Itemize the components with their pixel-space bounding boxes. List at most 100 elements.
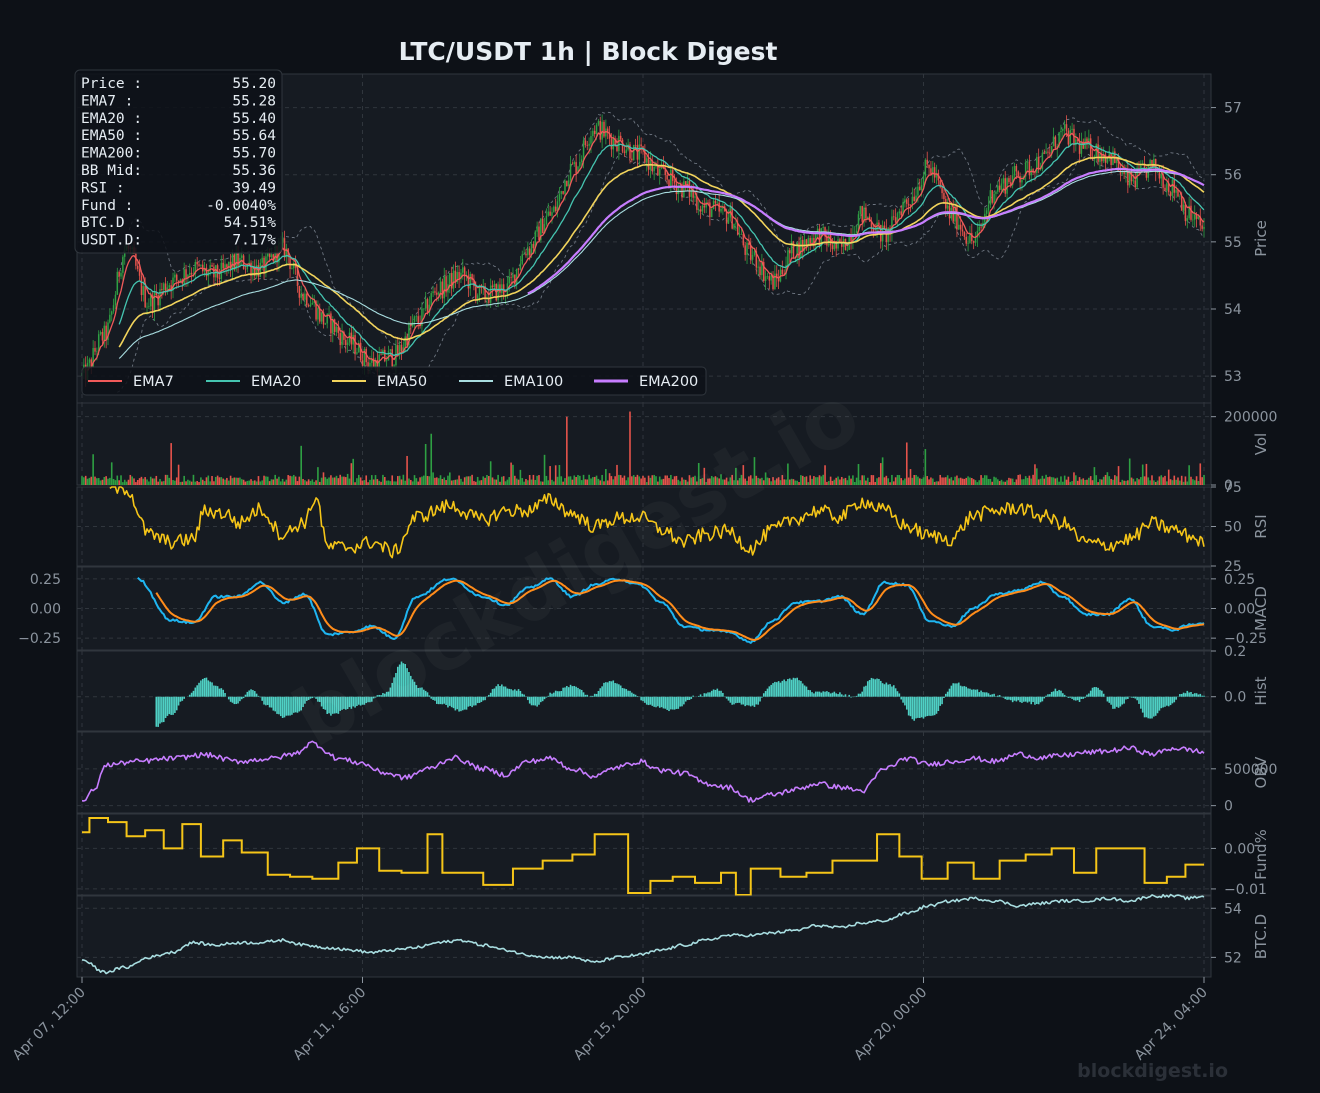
volume-bar [876, 478, 878, 485]
volume-bar [811, 478, 813, 485]
volume-bar [814, 477, 817, 485]
volume-bar [480, 480, 483, 485]
volume-bar [894, 477, 897, 485]
y-axis-label: Hist [1252, 676, 1270, 705]
candle-body [337, 326, 340, 334]
candle-body [653, 166, 655, 171]
volume-bar [1169, 479, 1172, 485]
volume-bar [794, 480, 797, 485]
histogram-bar [447, 696, 449, 708]
volume-bar [982, 477, 984, 485]
ema-7-line [87, 130, 1205, 371]
info-value: 54.51% [224, 215, 277, 231]
histogram-bar [274, 696, 276, 712]
x-tick-label: Apr 20, 00:00 [851, 985, 930, 1064]
volume-bar [1130, 477, 1133, 485]
info-value: 55.28 [232, 93, 276, 109]
volume-bar [1063, 475, 1066, 485]
candle-body [974, 237, 977, 243]
histogram-bar [1121, 696, 1124, 705]
volume-bar [86, 478, 89, 485]
bollinger-upper [116, 111, 1205, 346]
volume-bar [367, 482, 369, 485]
volume-bar [705, 482, 707, 485]
volume-bar [1195, 476, 1198, 485]
volume-bar [317, 467, 319, 485]
histogram-bar [250, 689, 252, 697]
histogram-bar [857, 693, 860, 697]
histogram-bar [229, 696, 232, 702]
volume-bar [300, 445, 302, 485]
volume-bar [1201, 477, 1203, 485]
candle-body [345, 339, 347, 346]
volume-bar [768, 478, 771, 485]
volume-bar [757, 477, 759, 485]
volume-bar [1180, 475, 1183, 485]
volume-bar [112, 478, 115, 485]
candle-body [463, 267, 466, 277]
x-tick-label: Apr 15, 20:00 [571, 985, 650, 1064]
candle-body [1050, 145, 1053, 154]
volume-bar [1149, 480, 1151, 485]
candle-body [989, 190, 992, 205]
histogram-bar [553, 692, 555, 697]
histogram-bar [679, 696, 681, 707]
candle-body [361, 360, 364, 366]
histogram-bar [586, 694, 589, 697]
candle-body [478, 284, 481, 296]
candle-body [1052, 136, 1055, 146]
histogram-bar [1024, 696, 1027, 702]
volume-bar [898, 475, 901, 485]
histogram-bar [1117, 696, 1120, 708]
candle-body [772, 275, 774, 290]
candle-body [1054, 136, 1057, 149]
candle-body [1075, 139, 1077, 146]
histogram-bar [359, 696, 362, 706]
candle-body [828, 234, 830, 246]
volume-bar [246, 480, 249, 485]
candle-body [445, 276, 447, 293]
histogram-bar [868, 680, 871, 697]
volume-bar [168, 477, 171, 485]
volume-bar [1043, 478, 1046, 485]
histogram-bar [192, 690, 195, 697]
volume-bar [292, 474, 295, 485]
histogram-bar [1041, 696, 1044, 702]
volume-bar [701, 478, 704, 485]
candle-body [774, 273, 776, 290]
candle-body [980, 226, 982, 228]
volume-bar [629, 411, 631, 485]
y-tick-label: 0.0 [1224, 690, 1246, 706]
histogram-bar [157, 696, 159, 727]
histogram-bar [1130, 696, 1133, 698]
volume-bar [590, 478, 592, 485]
candle-body [1132, 180, 1135, 182]
candle-body [172, 277, 174, 291]
histogram-bar [779, 682, 782, 697]
volume-bar [391, 475, 394, 485]
candle-body [634, 144, 637, 146]
histogram-bar [645, 696, 648, 705]
volume-bar [231, 478, 234, 485]
volume-bar [1024, 476, 1027, 485]
volume-bar [287, 475, 289, 485]
volume-bar [1114, 475, 1116, 485]
histogram-bar [1078, 696, 1081, 702]
candle-body [1082, 141, 1085, 149]
candle-body [410, 323, 412, 327]
histogram-bar [811, 692, 813, 697]
histogram-bar [1180, 693, 1183, 697]
candle-body [601, 121, 603, 140]
histogram-bar [1089, 690, 1092, 697]
histogram-bar [1127, 696, 1129, 699]
candle-body [694, 196, 696, 198]
histogram-bar [989, 694, 992, 697]
histogram-bar [177, 696, 180, 706]
candle-body [766, 276, 769, 277]
candle-body [424, 299, 427, 309]
histogram-bar [214, 685, 217, 697]
histogram-bar [259, 696, 262, 698]
candle-body [538, 226, 540, 241]
volume-bar [478, 480, 481, 485]
